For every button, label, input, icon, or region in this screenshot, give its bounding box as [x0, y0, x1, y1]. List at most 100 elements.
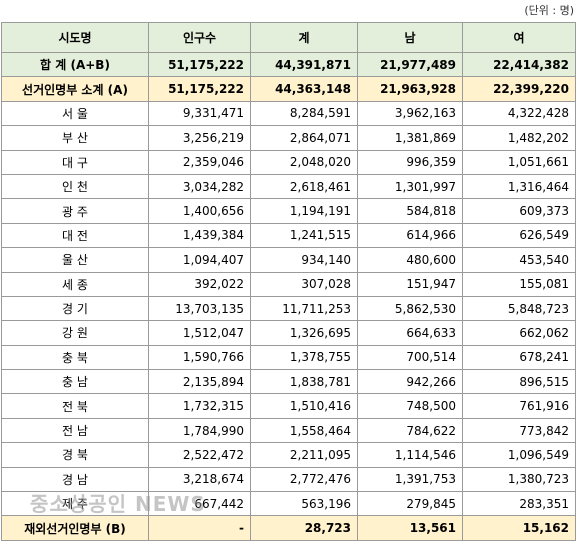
number-cell: 2,359,046	[148, 149, 251, 175]
population-table: 시도명 인구수 계 남 여 합 계 (A+B) 51,175,222 44,391,871 2…	[1, 22, 576, 541]
region-cell: 울 산	[1, 247, 149, 273]
number-cell: 155,081	[462, 271, 576, 297]
number-cell: 1,114,546	[357, 442, 463, 468]
number-cell: 614,966	[357, 222, 463, 249]
header-cell: 여	[462, 22, 576, 53]
number-cell: 2,772,476	[250, 466, 358, 493]
number-cell: 784,622	[357, 417, 463, 444]
number-cell: 1,094,407	[148, 247, 251, 273]
number-cell: 21,977,489	[357, 51, 463, 78]
table-row: 제 주 667,442 563,196 279,845 283,351	[1, 491, 576, 517]
table-row: 경 북 2,522,472 2,211,095 1,114,546 1,096,549	[1, 442, 576, 468]
number-cell: 1,558,464	[250, 417, 358, 444]
region-cell: 경 북	[1, 442, 149, 468]
table-row: 경 남 3,218,674 2,772,476 1,391,753 1,380,723	[1, 466, 576, 493]
number-cell: 8,284,591	[250, 100, 358, 127]
number-cell: 664,633	[357, 320, 463, 346]
number-cell: 1,439,384	[148, 222, 251, 249]
region-cell: 대 전	[1, 222, 149, 249]
number-cell: 44,363,148	[250, 76, 358, 102]
number-cell: 1,590,766	[148, 344, 251, 371]
number-cell: 3,034,282	[148, 173, 251, 200]
number-cell: 748,500	[357, 393, 463, 419]
table-row: 울 산 1,094,407 934,140 480,600 453,540	[1, 247, 576, 273]
number-cell: 151,947	[357, 271, 463, 297]
number-cell: 1,391,753	[357, 466, 463, 493]
table-row: 대 전 1,439,384 1,241,515 614,966 626,549	[1, 222, 576, 249]
number-cell: 22,399,220	[462, 76, 576, 102]
number-cell: 3,962,163	[357, 100, 463, 127]
table-row: 충 북 1,590,766 1,378,755 700,514 678,241	[1, 344, 576, 371]
region-cell: 합 계 (A+B)	[1, 51, 149, 78]
region-cell: 세 종	[1, 271, 149, 297]
number-cell: 1,784,990	[148, 417, 251, 444]
number-cell: 1,482,202	[462, 125, 576, 151]
number-cell: 2,522,472	[148, 442, 251, 468]
number-cell: 1,194,191	[250, 198, 358, 224]
number-cell: 1,301,997	[357, 173, 463, 200]
number-cell: 28,723	[250, 515, 358, 541]
number-cell: 307,028	[250, 271, 358, 297]
number-cell: 1,096,549	[462, 442, 576, 468]
region-cell: 충 남	[1, 369, 149, 395]
region-cell: 강 원	[1, 320, 149, 346]
region-cell: 선거인명부 소계 (A)	[1, 76, 149, 102]
region-cell: 전 북	[1, 393, 149, 419]
table-row: 전 남 1,784,990 1,558,464 784,622 773,842	[1, 417, 576, 444]
number-cell: 1,732,315	[148, 393, 251, 419]
watermark: 중소상공인 NEWS	[30, 492, 206, 516]
number-cell: 2,864,071	[250, 125, 358, 151]
number-cell: 13,561	[357, 515, 463, 541]
table-row: 합 계 (A+B) 51,175,222 44,391,871 21,977,489 2…	[1, 51, 576, 78]
number-cell: 5,862,530	[357, 295, 463, 322]
number-cell: 1,838,781	[250, 369, 358, 395]
number-cell: 9,331,471	[148, 100, 251, 127]
number-cell: 609,373	[462, 198, 576, 224]
number-cell: 392,022	[148, 271, 251, 297]
table-row: 재외선거인명부 (B) -28,723 13,561 15,162	[1, 515, 576, 541]
region-cell: 전 남	[1, 417, 149, 444]
number-cell: 22,414,382	[462, 51, 576, 78]
number-cell: 51,175,222	[148, 51, 251, 78]
region-cell: 경 남	[1, 466, 149, 493]
header-cell: 남	[357, 22, 463, 53]
number-cell: 5,848,723	[462, 295, 576, 322]
region-cell: 재외선거인명부 (B)	[1, 515, 149, 541]
number-cell: 279,845	[357, 491, 463, 517]
number-cell: 626,549	[462, 222, 576, 249]
header-row: 시도명 인구수 계 남 여	[1, 22, 576, 53]
number-cell: 13,703,135	[148, 295, 251, 322]
number-cell: 1,380,723	[462, 466, 576, 493]
table-row: 부 산 3,256,219 2,864,071 1,381,869 1,482,202	[1, 125, 576, 151]
number-cell: 44,391,871	[250, 51, 358, 78]
number-cell: 942,266	[357, 369, 463, 395]
number-cell: 2,135,894	[148, 369, 251, 395]
number-cell: 1,316,464	[462, 173, 576, 200]
number-cell: 3,218,674	[148, 466, 251, 493]
number-cell: 1,326,695	[250, 320, 358, 346]
number-cell: 896,515	[462, 369, 576, 395]
region-cell: 서 울	[1, 100, 149, 127]
table-row: 경 기 13,703,135 11,711,253 5,862,530 5,848,72…	[1, 295, 576, 322]
number-cell: 21,963,928	[357, 76, 463, 102]
region-cell: 대 구	[1, 149, 149, 175]
number-cell: 3,256,219	[148, 125, 251, 151]
table-row: 광 주 1,400,656 1,194,191 584,818 609,373	[1, 198, 576, 224]
number-cell: 678,241	[462, 344, 576, 371]
number-cell: 1,512,047	[148, 320, 251, 346]
unit-note: (단위 : 명)	[524, 4, 574, 17]
number-cell: 11,711,253	[250, 295, 358, 322]
table-row: 강 원 1,512,047 1,326,695 664,633 662,062	[1, 320, 576, 346]
number-cell: 2,618,461	[250, 173, 358, 200]
table-row: 인 천 3,034,282 2,618,461 1,301,997 1,316,464	[1, 173, 576, 200]
number-cell: 51,175,222	[148, 76, 251, 102]
number-cell: 453,540	[462, 247, 576, 273]
number-cell: 1,400,656	[148, 198, 251, 224]
region-cell: 광 주	[1, 198, 149, 224]
header-cell: 계	[250, 22, 358, 53]
number-cell: 1,241,515	[250, 222, 358, 249]
number-cell: 1,051,661	[462, 149, 576, 175]
number-cell: -	[148, 515, 251, 541]
number-cell: 662,062	[462, 320, 576, 346]
